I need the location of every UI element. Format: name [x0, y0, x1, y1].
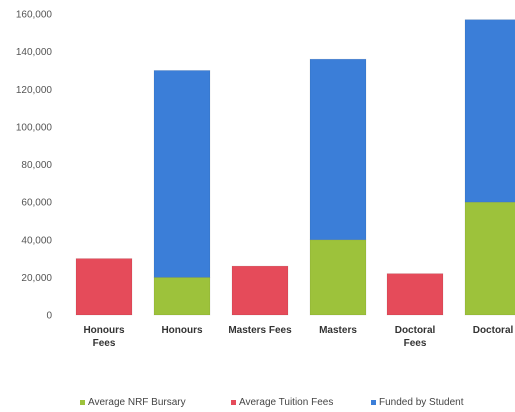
legend-swatch	[371, 400, 376, 405]
y-axis: 0 20,000 40,000 60,000 80,000 100,000 120,000 1…	[16, 10, 53, 322]
legend-swatch	[231, 400, 236, 405]
x-axis: Honours Fees Honours Masters Fees Masters Doc…	[83, 325, 513, 349]
x-tick-label: Honours	[161, 325, 203, 336]
legend: Average NRF Bursary Average Tuition Fees F…	[80, 397, 464, 408]
y-tick-label: 20,000	[21, 273, 52, 284]
bar-segment	[386, 273, 444, 316]
bar-segment	[309, 239, 367, 316]
x-tick-label: Masters	[319, 325, 357, 336]
y-tick-label: 80,000	[21, 160, 52, 171]
bar-segment	[464, 19, 515, 203]
y-tick-label: 40,000	[21, 235, 52, 246]
legend-swatch	[80, 400, 85, 405]
bar-segment	[464, 201, 515, 316]
y-tick-label: 140,000	[16, 47, 53, 58]
x-tick-label: Masters Fees	[228, 325, 292, 336]
bar-segment	[309, 58, 367, 241]
bars	[75, 19, 515, 316]
legend-item: Average Tuition Fees	[231, 397, 333, 408]
y-tick-label: 0	[46, 311, 52, 322]
x-tick-label: Doctoral Fees	[395, 325, 436, 349]
legend-item: Average NRF Bursary	[80, 397, 186, 408]
y-tick-label: 160,000	[16, 10, 53, 21]
legend-item: Funded by Student	[371, 397, 464, 408]
y-tick-label: 60,000	[21, 198, 52, 209]
bar-segment	[231, 265, 289, 316]
y-tick-label: 100,000	[16, 122, 53, 133]
bar-segment	[153, 277, 211, 316]
x-tick-label: Doctoral	[473, 325, 514, 336]
legend-label: Average Tuition Fees	[239, 397, 333, 408]
legend-label: Funded by Student	[379, 397, 464, 408]
bar-segment	[153, 70, 211, 278]
legend-label: Average NRF Bursary	[88, 397, 186, 408]
y-tick-label: 120,000	[16, 85, 53, 96]
bar-segment	[75, 258, 133, 316]
x-tick-label: Honours Fees	[83, 325, 125, 349]
